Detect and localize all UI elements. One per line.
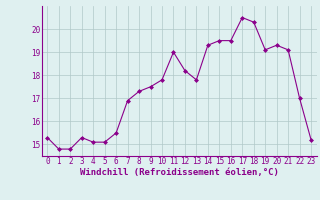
X-axis label: Windchill (Refroidissement éolien,°C): Windchill (Refroidissement éolien,°C) bbox=[80, 168, 279, 177]
